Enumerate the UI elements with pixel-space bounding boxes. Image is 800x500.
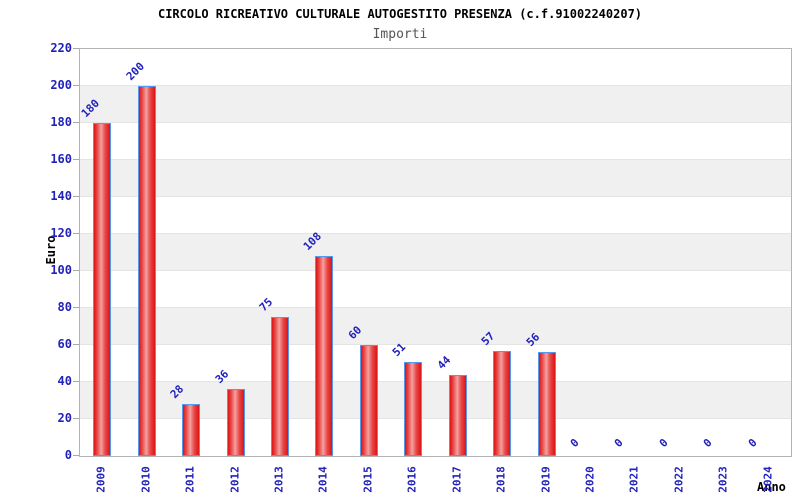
grid-band <box>80 160 791 197</box>
y-tick-label: 160 <box>50 152 72 166</box>
x-tick-label: 2018 <box>494 466 508 493</box>
y-tick-mark <box>73 85 79 86</box>
bar <box>270 317 289 456</box>
bar <box>404 361 423 456</box>
y-tick-label: 20 <box>57 411 72 425</box>
bar-value-label: 44 <box>434 353 454 372</box>
y-tick-label: 180 <box>50 115 72 129</box>
x-tick-label: 2015 <box>361 466 375 493</box>
x-tick-label: 2014 <box>316 466 330 493</box>
gridline <box>80 381 791 382</box>
chart-title: CIRCOLO RICREATIVO CULTURALE AUTOGESTITO… <box>157 7 643 21</box>
y-tick-mark <box>73 418 79 419</box>
gridline <box>80 418 791 419</box>
y-tick-mark <box>73 159 79 160</box>
y-tick-mark <box>73 344 79 345</box>
y-tick-mark <box>73 233 79 234</box>
gridline <box>80 196 791 197</box>
x-tick-label: 2012 <box>228 466 242 493</box>
gridline <box>80 307 791 308</box>
x-tick-label: 2016 <box>405 466 419 493</box>
bar-value-label: 0 <box>567 436 582 450</box>
bar-value-label: 200 <box>123 59 147 83</box>
x-tick-label: 2010 <box>139 466 153 493</box>
bar <box>315 256 334 456</box>
bar <box>137 86 156 456</box>
y-tick-label: 140 <box>50 189 72 203</box>
x-tick-label: 2023 <box>716 466 730 493</box>
plot-area: 180 200 28 36 75 108 60 51 44 57 56 0 0 0 0 0 <box>79 48 792 457</box>
x-tick-label: 2009 <box>94 466 108 493</box>
gridline <box>80 233 791 234</box>
y-tick-label: 100 <box>50 263 72 277</box>
bar-value-label: 0 <box>612 436 627 450</box>
x-tick-label: 2019 <box>539 466 553 493</box>
y-tick-label: 200 <box>50 78 72 92</box>
x-tick-label: 2021 <box>627 466 641 493</box>
bar-value-label: 0 <box>656 436 671 450</box>
grid-band <box>80 308 791 345</box>
y-tick-label: 40 <box>57 374 72 388</box>
y-tick-label: 80 <box>57 300 72 314</box>
y-tick-label: 120 <box>50 226 72 240</box>
y-tick-mark <box>73 196 79 197</box>
y-tick-mark <box>73 122 79 123</box>
bar <box>93 123 112 456</box>
y-tick-mark <box>73 48 79 49</box>
x-axis-title: Anno <box>757 480 786 494</box>
bar <box>359 345 378 456</box>
gridline <box>80 122 791 123</box>
gridline <box>80 159 791 160</box>
chart-subtitle: Importi <box>372 27 428 42</box>
y-tick-label: 0 <box>64 448 72 462</box>
y-tick-mark <box>73 307 79 308</box>
bar <box>226 389 245 456</box>
x-tick-label: 2024 <box>761 466 775 493</box>
grid-band <box>80 86 791 123</box>
grid-band <box>80 234 791 271</box>
bar <box>448 374 467 456</box>
gridline <box>80 344 791 345</box>
x-tick-label: 2022 <box>672 466 686 493</box>
x-tick-label: 2011 <box>183 466 197 493</box>
bar <box>493 350 512 456</box>
bar-value-label: 0 <box>701 436 716 450</box>
y-tick-label: 60 <box>57 337 72 351</box>
bar <box>537 352 556 456</box>
bar-value-label: 0 <box>745 436 760 450</box>
y-tick-label: 220 <box>50 41 72 55</box>
gridline <box>80 270 791 271</box>
x-tick-label: 2013 <box>272 466 286 493</box>
y-tick-mark <box>73 455 79 456</box>
gridline <box>80 85 791 86</box>
x-tick-label: 2020 <box>583 466 597 493</box>
y-tick-mark <box>73 270 79 271</box>
bar <box>182 404 201 456</box>
x-tick-label: 2017 <box>450 466 464 493</box>
y-tick-mark <box>73 381 79 382</box>
